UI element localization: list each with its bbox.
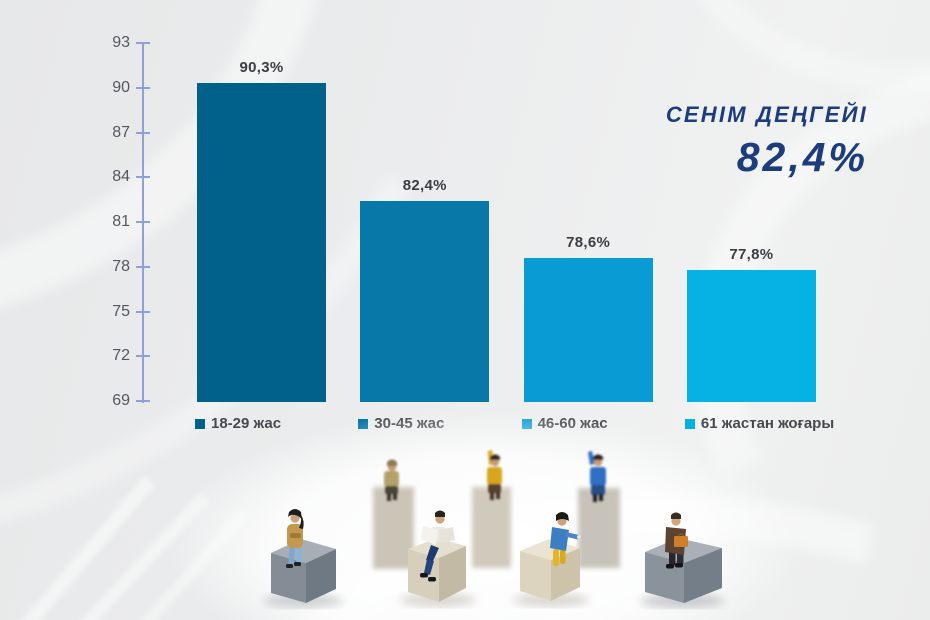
figurine-man-briefcase	[665, 512, 688, 569]
y-tick	[136, 176, 150, 179]
y-tick-label: 84	[112, 168, 130, 186]
y-tick	[136, 310, 150, 313]
y-tick-label: 87	[112, 123, 130, 141]
cube-beige-newspaper	[408, 538, 466, 602]
photo-white-backdrop	[162, 410, 802, 620]
legend-label: 46-60 жас	[537, 415, 608, 432]
figurine-woman-jeans	[286, 509, 304, 568]
bar	[686, 269, 816, 402]
bar	[523, 257, 653, 402]
y-tick	[136, 400, 150, 402]
y-tick-label: 93	[112, 34, 130, 51]
legend-swatch	[521, 418, 532, 429]
y-tick-label: 90	[112, 78, 130, 96]
legend-item: 61 жастан жоғары	[684, 415, 835, 432]
legend-item: 30-45 жас	[358, 415, 444, 432]
overall-trust-value: 82,4%	[736, 134, 868, 180]
bar-value-label: 77,8%	[729, 245, 774, 263]
y-tick-label: 75	[112, 302, 130, 320]
bar	[360, 201, 490, 402]
legend-label: 61 жастан жоғары	[700, 415, 835, 432]
title-block: СЕНІМ ДЕҢГЕЙІ 82,4%	[666, 102, 868, 181]
figurine-blue-waving	[588, 451, 606, 502]
figurine-woman-blue	[550, 512, 581, 566]
y-tick	[136, 42, 150, 44]
bar-value-label: 82,4%	[402, 177, 447, 195]
y-tick	[136, 131, 150, 134]
y-tick-label: 69	[112, 392, 130, 409]
legend-label: 30-45 жас	[374, 415, 445, 432]
legend-item: 18-29 жас	[195, 415, 281, 432]
chart-title: СЕНІМ ДЕҢГЕЙІ	[665, 102, 868, 127]
y-tick-label: 81	[112, 213, 130, 230]
y-tick	[136, 265, 150, 268]
bar-value-label: 78,6%	[566, 233, 611, 251]
legend-swatch	[358, 418, 369, 429]
bar	[197, 83, 326, 402]
legend-swatch	[195, 418, 205, 429]
y-tick	[136, 221, 150, 223]
cube-gray-right	[645, 538, 722, 603]
figurine-khaki-sitting	[384, 459, 399, 501]
background-column-left	[373, 487, 414, 569]
y-axis-line	[142, 43, 144, 403]
legend-label: 18-29 жас	[211, 415, 282, 432]
y-tick-label: 78	[112, 257, 130, 275]
legend-item: 46-60 жас	[521, 415, 608, 432]
bar-value-label: 90,3%	[239, 59, 284, 77]
figurine-yellow-waving	[487, 450, 502, 500]
y-tick	[136, 86, 150, 89]
figurine-man-newspaper	[420, 510, 455, 582]
legend-swatch	[684, 418, 695, 429]
background-column-right	[578, 488, 620, 568]
cube-gray-left	[271, 539, 336, 603]
y-tick-label: 72	[112, 347, 130, 365]
y-tick	[136, 355, 150, 358]
cube-beige-right	[520, 539, 580, 601]
background-column-center	[472, 487, 511, 568]
